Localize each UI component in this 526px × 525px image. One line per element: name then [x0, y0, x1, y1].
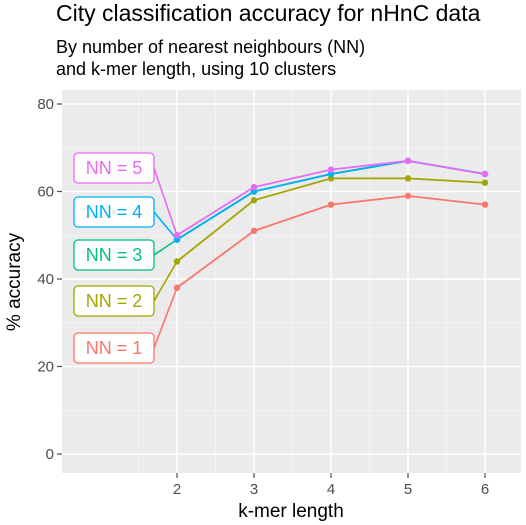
y-axis-title: % accuracy	[4, 232, 25, 331]
x-tick-label: 6	[481, 481, 489, 498]
data-point	[327, 166, 335, 173]
series-label: NN = 1	[86, 338, 143, 358]
series-label: NN = 2	[86, 291, 143, 311]
label-connector	[153, 287, 178, 349]
data-point	[404, 157, 412, 165]
data-point	[250, 183, 258, 191]
y-tick-label: 80	[37, 96, 54, 113]
x-tick-label: 5	[404, 481, 412, 498]
x-tick-label: 3	[250, 481, 258, 498]
label-connector	[153, 238, 178, 256]
data-point	[250, 227, 258, 235]
data-point	[173, 258, 181, 265]
x-tick-label: 2	[173, 481, 181, 498]
x-axis-title: k-mer length	[238, 501, 344, 522]
subtitle-line-1: By number of nearest neighbours (NN)	[56, 37, 366, 57]
y-tick-label: 0	[46, 446, 54, 463]
series-label: NN = 5	[86, 158, 143, 178]
series-label-box	[73, 239, 155, 271]
axes: 0 20 40 60 80 2 3 4 5 6	[37, 96, 489, 498]
series-label-box	[73, 332, 155, 364]
series-labels: NN = 1 NN = 2 NN = 3 NN = 4 NN = 5	[73, 152, 155, 364]
subtitle-line-2: and k-mer length, using 10 clusters	[56, 59, 337, 79]
data-point	[250, 188, 258, 195]
data-point	[327, 170, 335, 178]
data-point	[327, 175, 335, 182]
x-tick-label: 4	[327, 481, 335, 498]
series-label: NN = 3	[86, 245, 143, 265]
y-tick-label: 60	[37, 184, 54, 201]
data-point	[173, 236, 181, 243]
data-point	[481, 201, 489, 208]
data-point	[404, 192, 412, 200]
label-connector	[153, 211, 178, 241]
label-connector	[153, 167, 178, 236]
chart-subtitle: By number of nearest neighbours (NN) and…	[56, 36, 365, 80]
data-point	[404, 175, 412, 182]
label-connector	[153, 261, 178, 302]
series-label-box	[73, 285, 155, 317]
series-points	[173, 157, 489, 291]
y-tick-label: 40	[37, 271, 54, 288]
data-point	[250, 197, 258, 204]
chart-title: City classification accuracy for nHnC da…	[56, 0, 481, 26]
data-point	[481, 170, 489, 178]
y-tick-label: 20	[37, 359, 54, 376]
series-label: NN = 4	[86, 202, 143, 222]
data-point	[481, 179, 489, 186]
series-label-box	[73, 152, 155, 184]
data-point	[327, 201, 335, 208]
data-point	[173, 284, 181, 291]
series-label-box	[73, 196, 155, 228]
data-point	[173, 232, 181, 239]
